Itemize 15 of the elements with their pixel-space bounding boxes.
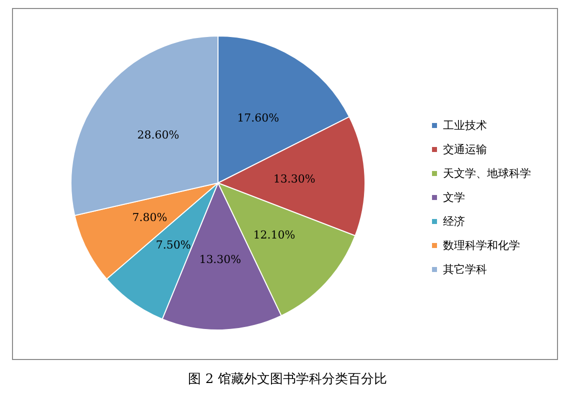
legend-label: 其它学科 (443, 263, 487, 276)
legend-label: 交通运输 (443, 143, 487, 156)
text: 图 2 馆藏外文图书学科分类百分比 (188, 372, 387, 387)
legend-label: 天文学、地球科学 (443, 167, 531, 180)
data-label: 12.10% (253, 228, 296, 242)
data-label: 28.60% (137, 128, 180, 142)
data-label: 13.30% (273, 172, 316, 186)
data-label: 17.60% (237, 111, 280, 124)
legend-label: 文学 (443, 191, 465, 204)
data-label: 13.30% (199, 252, 242, 266)
legend-label: 经济 (443, 215, 465, 228)
data-label: 7.50% (156, 238, 191, 252)
data-label: 7.80% (132, 210, 168, 224)
legend-label: 工业技术 (443, 119, 487, 132)
legend-label: 数理科学和化学 (443, 239, 520, 252)
